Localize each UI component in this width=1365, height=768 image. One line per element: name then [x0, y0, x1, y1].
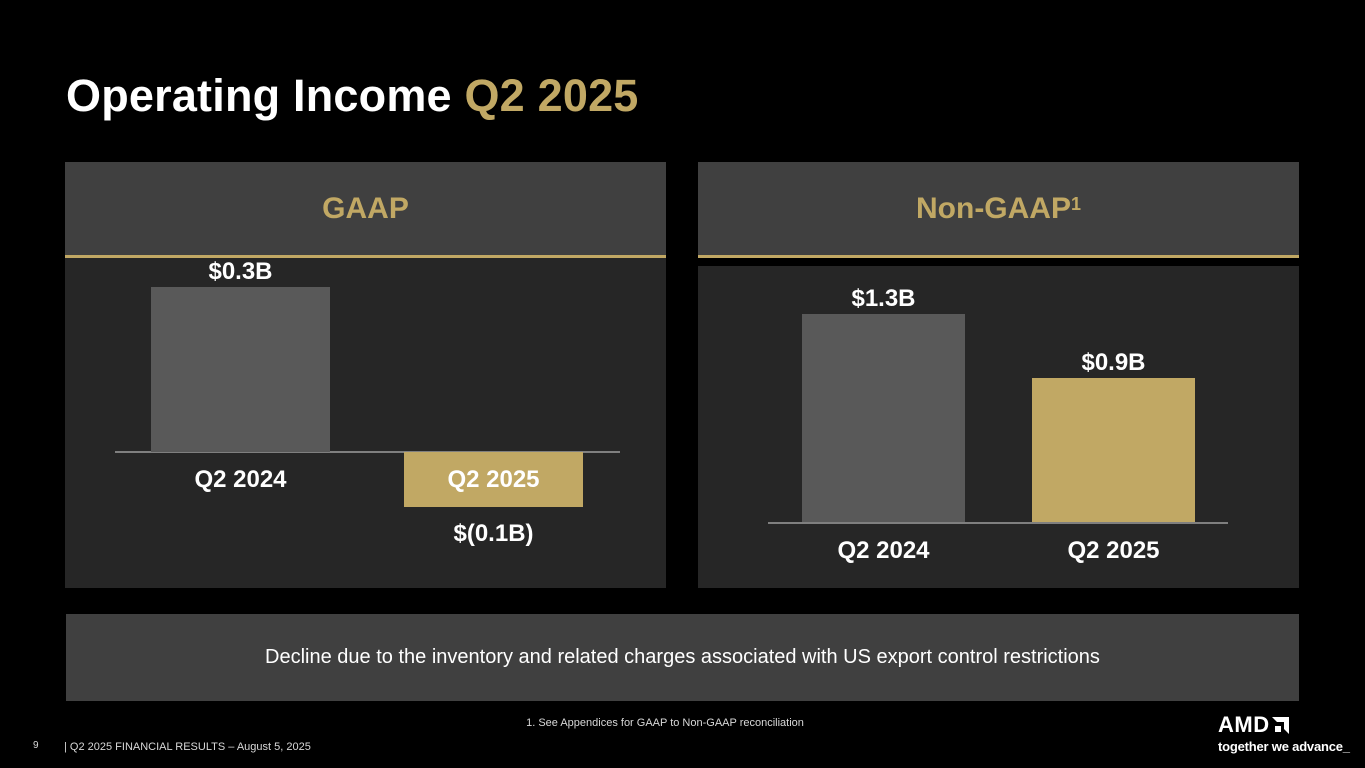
nongaap-header-divider [698, 255, 1299, 258]
logo-tagline: together we advance_ [1218, 739, 1350, 754]
gaap-bar-1 [404, 452, 583, 507]
page-number: 9 [33, 740, 39, 751]
footer-text: | Q2 2025 FINANCIAL RESULTS – August 5, … [64, 741, 311, 753]
gaap-value-label-1: $(0.1B) [453, 520, 533, 547]
nongaap-value-label-1: $0.9B [1081, 349, 1145, 376]
gaap-title: GAAP [322, 191, 409, 225]
callout-box: Decline due to the inventory and related… [66, 614, 1299, 701]
page-title: Operating Income Q2 2025 [66, 70, 639, 122]
logo-brand: AMD [1218, 712, 1270, 737]
nongaap-category-label-1: Q2 2025 [1067, 537, 1159, 564]
callout-text: Decline due to the inventory and related… [265, 646, 1100, 668]
gaap-value-label-0: $0.3B [208, 258, 272, 285]
footnote: 1. See Appendices for GAAP to Non-GAAP r… [526, 717, 804, 729]
nongaap-footnote-ref: 1 [1070, 194, 1081, 214]
amd-logo: AMD together we advance_ [1218, 712, 1350, 754]
title-main: Operating Income [66, 70, 452, 121]
nongaap-category-label-0: Q2 2024 [837, 537, 930, 564]
amd-arrow-icon [1271, 716, 1289, 734]
nongaap-bar-0 [802, 314, 965, 522]
title-accent: Q2 2025 [464, 70, 639, 121]
gaap-bar-chart: $0.3B Q2 2024 Q2 2025 $(0.1B) [115, 258, 620, 547]
nongaap-header: Non-GAAP 1 [698, 162, 1299, 255]
gaap-category-label-1: Q2 2025 [447, 466, 539, 493]
nongaap-panel: Non-GAAP 1 $1.3B Q2 2024 $0.9B Q2 2025 [698, 162, 1299, 588]
nongaap-value-label-0: $1.3B [851, 285, 915, 312]
nongaap-bar-1 [1032, 378, 1195, 522]
gaap-category-label-0: Q2 2024 [194, 466, 287, 493]
nongaap-title: Non-GAAP [916, 191, 1071, 225]
nongaap-chart-area [698, 266, 1299, 588]
gaap-header: GAAP [65, 162, 666, 255]
nongaap-bar-chart: $1.3B Q2 2024 $0.9B Q2 2025 [768, 285, 1228, 564]
gaap-header-divider [65, 255, 666, 258]
gaap-panel: GAAP $0.3B Q2 2024 Q2 2025 $(0.1B) [65, 162, 666, 588]
gaap-bar-0 [151, 287, 330, 452]
